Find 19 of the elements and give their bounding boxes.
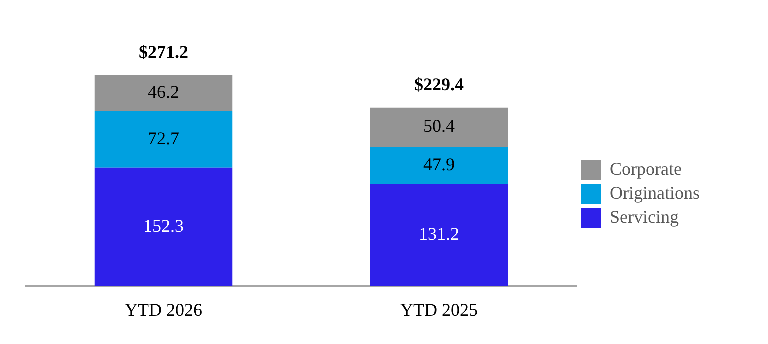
bar <box>370 184 508 286</box>
legend-label: Servicing <box>610 207 680 228</box>
total-label: $271.2 <box>139 42 188 62</box>
data-label: 131.2 <box>419 224 460 244</box>
data-label: 152.3 <box>144 216 184 236</box>
legend-label: Originations <box>610 183 700 204</box>
data-label: 72.7 <box>148 128 180 148</box>
bar <box>94 75 233 112</box>
bar <box>370 147 508 184</box>
bar <box>94 111 233 168</box>
legend-label: Corporate <box>610 159 682 180</box>
data-label: 46.2 <box>148 82 180 102</box>
bar <box>370 108 508 148</box>
bar <box>94 168 233 286</box>
x-tick-label: YTD 2025 <box>400 300 478 320</box>
total-label: $229.4 <box>414 74 464 95</box>
data-label: 50.4 <box>424 116 456 136</box>
data-label: 47.9 <box>424 154 456 174</box>
x-tick-label: YTD 2026 <box>125 300 202 320</box>
